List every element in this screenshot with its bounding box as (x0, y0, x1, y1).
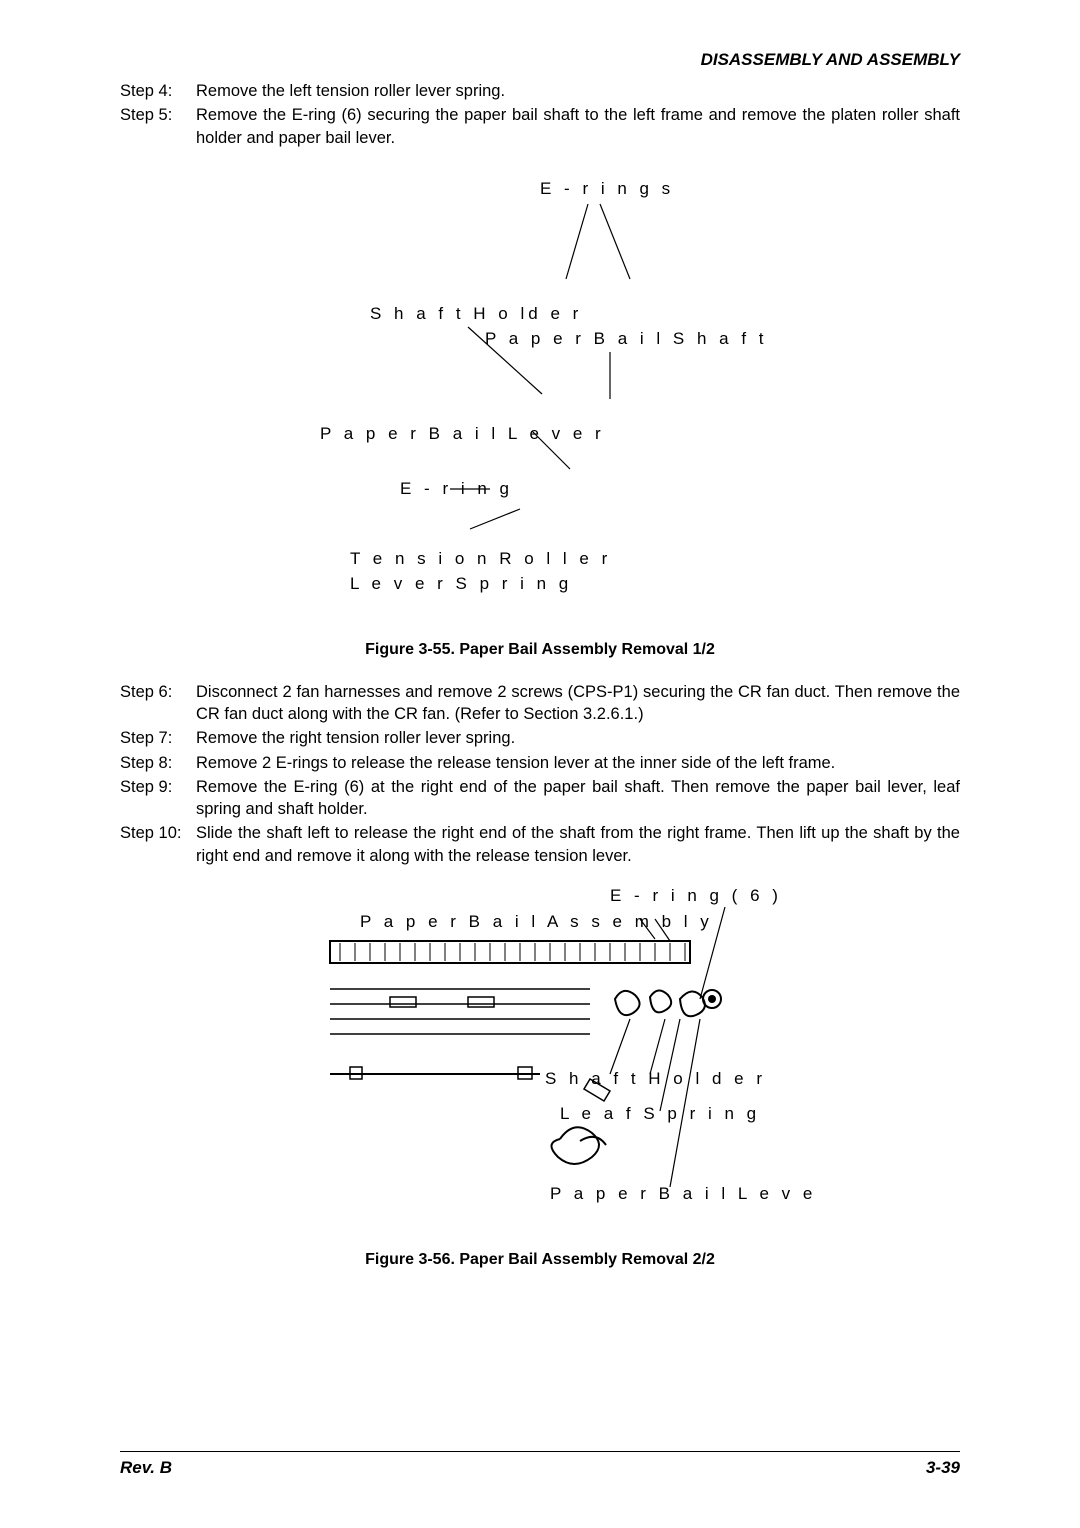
step-row: Step 7: Remove the right tension roller … (120, 727, 960, 749)
step-row: Step 6: Disconnect 2 fan harnesses and r… (120, 681, 960, 726)
assembly-drawing (330, 941, 721, 1164)
step-text: Disconnect 2 fan harnesses and remove 2 … (196, 681, 960, 726)
diagram-2-svg: E - r i n g ( 6 ) P a p e r B a i l A s … (260, 879, 820, 1239)
step-label: Step 8: (120, 752, 196, 774)
steps-top: Step 4: Remove the left tension roller l… (120, 80, 960, 149)
step-row: Step 8: Remove 2 E-rings to release the … (120, 752, 960, 774)
figure-1: E - r i n g s S h a f t H o ld e r P a p… (120, 169, 960, 629)
leader-line (610, 1019, 630, 1074)
step-text: Remove the E-ring (6) at the right end o… (196, 776, 960, 821)
leader-line (650, 1019, 665, 1074)
step-label: Step 4: (120, 80, 196, 102)
label-paper-bail-lever: P a p e r B a i l L e v e r (320, 424, 605, 443)
label-shaft-holder-2: S h a f t H o l d e r (545, 1069, 766, 1088)
section-header: DISASSEMBLY AND ASSEMBLY (120, 50, 960, 70)
step-text: Slide the shaft left to release the righ… (196, 822, 960, 867)
leader-line (470, 509, 520, 529)
label-lever-spring: L e v e r S p r i n g (350, 574, 572, 593)
step-label: Step 5: (120, 104, 196, 149)
label-leaf-spring: L e a f S p r i n g (560, 1104, 760, 1123)
leader-line (566, 204, 588, 279)
page-footer: Rev. B 3-39 (120, 1451, 960, 1478)
label-paper-bail-shaft: P a p e r B a i l S h a f t (485, 329, 768, 348)
figure-2: E - r i n g ( 6 ) P a p e r B a i l A s … (120, 879, 960, 1239)
step-label: Step 7: (120, 727, 196, 749)
step-text: Remove 2 E-rings to release the release … (196, 752, 960, 774)
step-text: Remove the E-ring (6) securing the paper… (196, 104, 960, 149)
step-label: Step 6: (120, 681, 196, 726)
label-shaft-holder: S h a f t H o ld e r (370, 304, 582, 323)
step-row: Step 10: Slide the shaft left to release… (120, 822, 960, 867)
label-e-rings: E - r i n g s (540, 179, 674, 198)
leader-line (600, 204, 630, 279)
label-paper-bail-lever-2: P a p e r B a i l L e v e r (550, 1184, 820, 1203)
step-row: Step 5: Remove the E-ring (6) securing t… (120, 104, 960, 149)
step-row: Step 4: Remove the left tension roller l… (120, 80, 960, 102)
label-e-ring-6: E - r i n g ( 6 ) (610, 886, 782, 905)
step-text: Remove the left tension roller lever spr… (196, 80, 960, 102)
label-tension-roller: T e n s i o n R o l l e r (350, 549, 611, 568)
step-text: Remove the right tension roller lever sp… (196, 727, 960, 749)
footer-page: 3-39 (926, 1458, 960, 1478)
figure-1-caption: Figure 3-55. Paper Bail Assembly Removal… (120, 641, 960, 659)
step-label: Step 9: (120, 776, 196, 821)
leader-line (660, 1019, 680, 1111)
figure-2-caption: Figure 3-56. Paper Bail Assembly Removal… (120, 1251, 960, 1269)
step-label: Step 10: (120, 822, 196, 867)
step-row: Step 9: Remove the E-ring (6) at the rig… (120, 776, 960, 821)
diagram-1-svg: E - r i n g s S h a f t H o ld e r P a p… (260, 169, 820, 629)
steps-mid: Step 6: Disconnect 2 fan harnesses and r… (120, 681, 960, 867)
label-paper-bail-assembly: P a p e r B a i l A s s e m b l y (360, 912, 713, 931)
footer-rev: Rev. B (120, 1458, 172, 1478)
